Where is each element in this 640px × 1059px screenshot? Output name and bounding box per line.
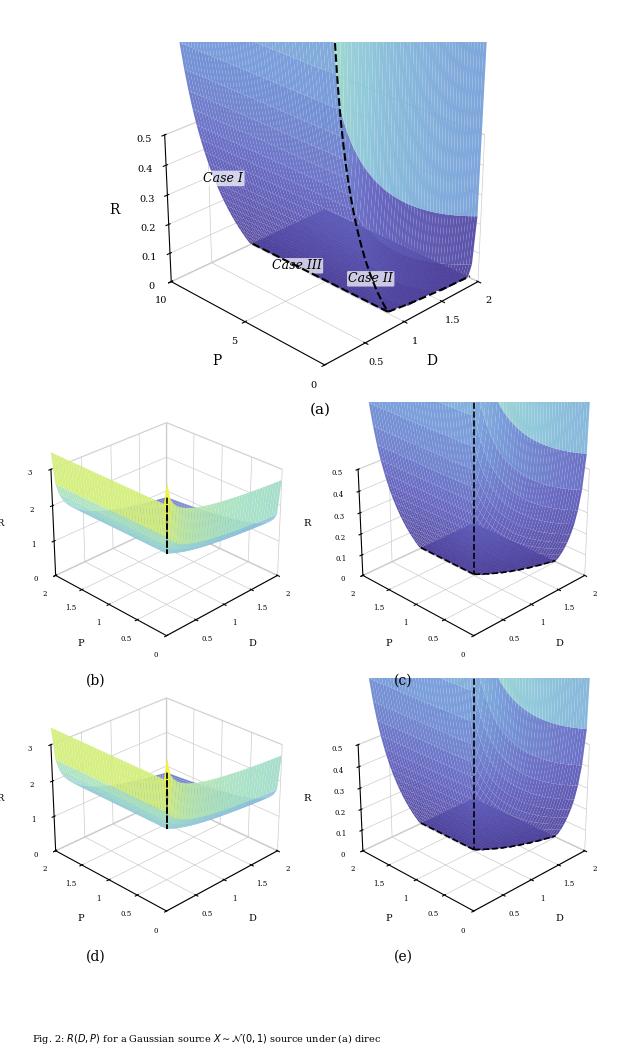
X-axis label: D: D	[555, 639, 563, 648]
X-axis label: D: D	[426, 354, 438, 367]
Y-axis label: P: P	[385, 639, 392, 648]
Text: (e): (e)	[394, 949, 413, 964]
Text: (c): (c)	[394, 674, 413, 688]
Text: (a): (a)	[310, 402, 330, 417]
X-axis label: D: D	[248, 639, 256, 648]
X-axis label: D: D	[555, 914, 563, 923]
Y-axis label: P: P	[78, 914, 84, 923]
Y-axis label: P: P	[78, 639, 84, 648]
Y-axis label: P: P	[212, 354, 222, 367]
Text: Fig. 2: $R(D,P)$ for a Gaussian source $X \sim \mathcal{N}(0,1)$ source under (a: Fig. 2: $R(D,P)$ for a Gaussian source $…	[32, 1033, 381, 1046]
Y-axis label: P: P	[385, 914, 392, 923]
Text: (d): (d)	[86, 949, 106, 964]
Text: (b): (b)	[86, 674, 106, 688]
X-axis label: D: D	[248, 914, 256, 923]
